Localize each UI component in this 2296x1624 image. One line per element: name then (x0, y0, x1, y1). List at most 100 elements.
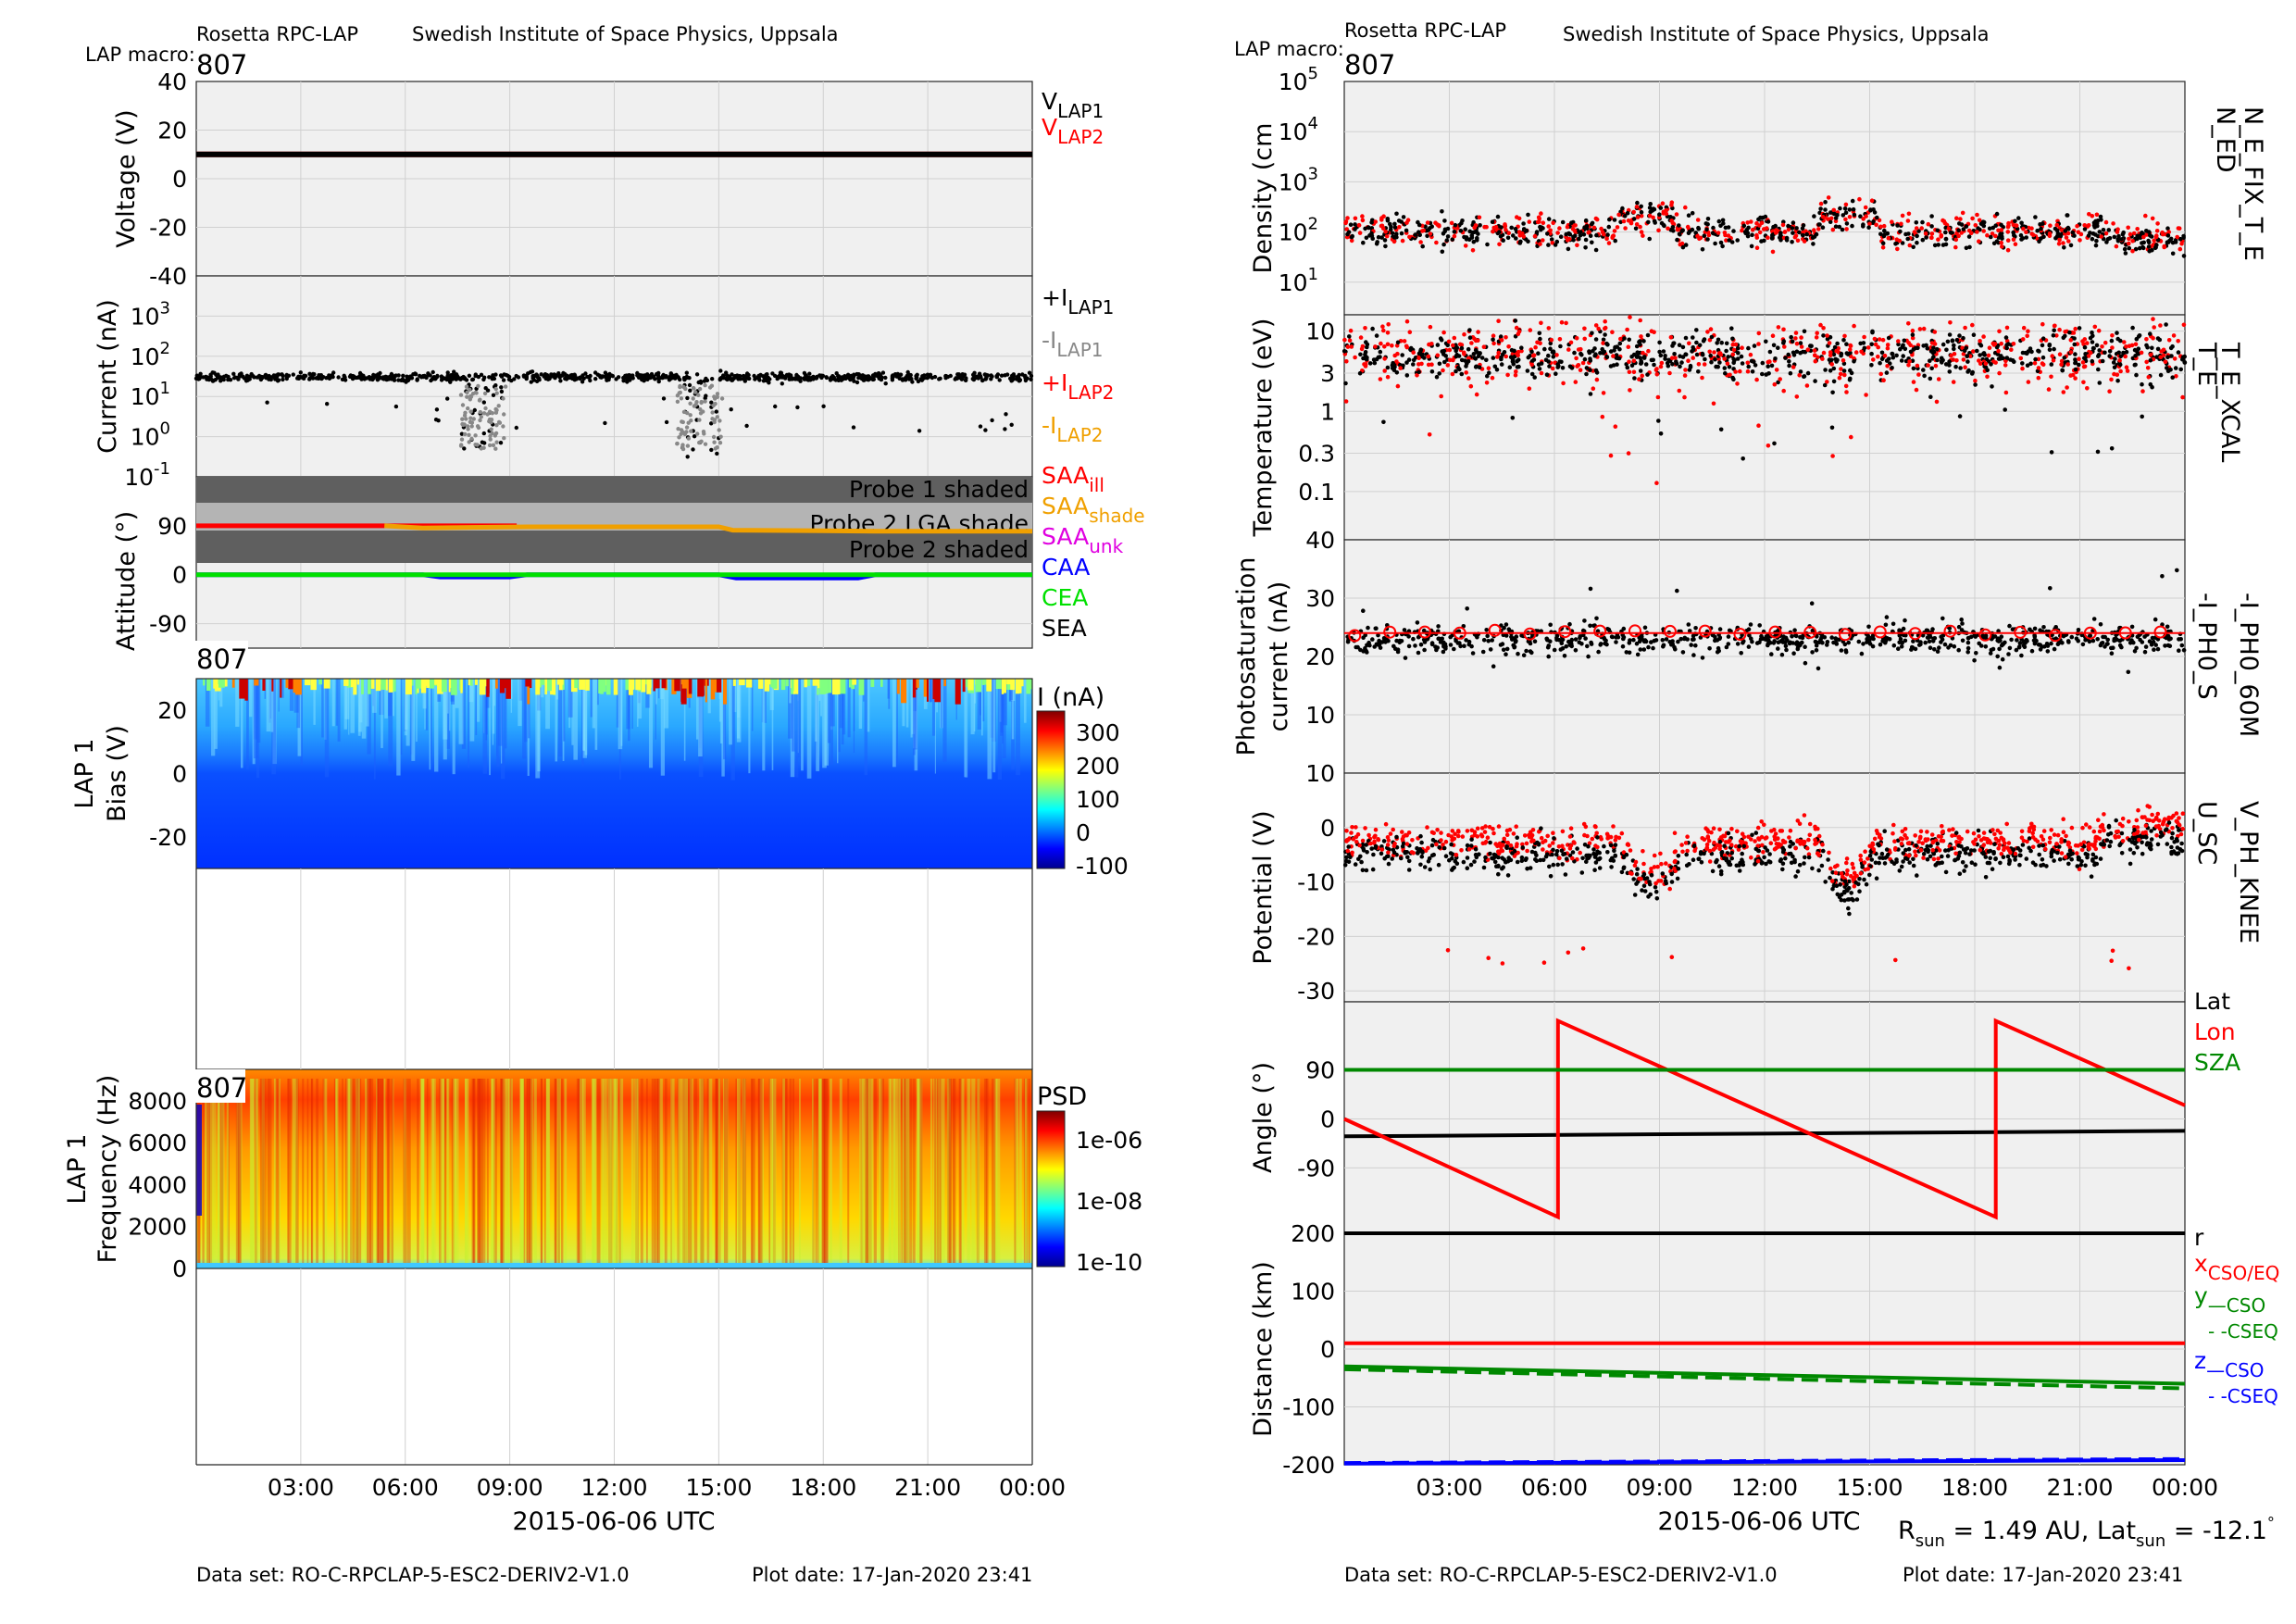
data-point (1658, 431, 1664, 436)
data-point (1656, 228, 1661, 233)
data-point (357, 370, 363, 376)
data-point (2005, 238, 2011, 244)
frequency-streak (901, 1079, 905, 1264)
data-point (1356, 222, 1362, 228)
frequency-streak (260, 1079, 264, 1264)
frequency-streak (348, 1079, 353, 1264)
frequency-streak (700, 1079, 705, 1264)
data-point (1869, 198, 1875, 203)
data-point (1861, 222, 1866, 227)
data-point (1776, 345, 1780, 351)
data-point (1802, 329, 1807, 334)
data-point (1771, 224, 1776, 230)
data-point (377, 374, 382, 380)
data-point (2150, 216, 2155, 221)
data-point (1653, 220, 1657, 225)
data-point (481, 411, 487, 416)
data-point (1798, 341, 1803, 345)
data-point (1985, 368, 1990, 373)
bias-hot-streak (469, 679, 473, 686)
data-point (1628, 315, 1632, 319)
data-point (1915, 363, 1920, 369)
bias-streak (365, 679, 369, 727)
data-point (1700, 375, 1704, 381)
frequency-streak (209, 1079, 214, 1264)
data-point (1899, 221, 1903, 227)
data-point (487, 409, 493, 414)
data-point (1680, 244, 1686, 250)
data-point (401, 373, 406, 378)
data-point (1999, 228, 2004, 232)
data-point (1411, 636, 1416, 642)
data-point (2092, 324, 2098, 330)
data-point (2095, 637, 2100, 642)
data-point (599, 375, 604, 380)
data-point (2003, 363, 2008, 368)
data-point (1527, 219, 1532, 224)
data-point (1876, 354, 1880, 359)
data-point (1578, 351, 1583, 356)
data-point (2107, 349, 2113, 354)
data-point (1490, 375, 1495, 381)
frequency-streak (255, 1079, 257, 1264)
data-point (1549, 237, 1554, 242)
data-point (1943, 236, 1949, 242)
data-point (1992, 350, 1998, 356)
data-point (1454, 345, 1460, 351)
bias-hot-streak (406, 679, 411, 686)
data-point (2181, 254, 2187, 258)
data-point (2118, 354, 2124, 359)
data-point (1596, 326, 1601, 331)
data-point (2052, 646, 2057, 652)
data-point (378, 370, 382, 376)
data-point (1834, 348, 1839, 354)
data-point (1528, 328, 1533, 332)
data-point (1973, 382, 1978, 387)
data-point (493, 431, 499, 436)
data-point (1937, 645, 1941, 650)
data-point (1928, 349, 1934, 354)
data-point (676, 427, 680, 431)
data-point (1569, 220, 1574, 225)
data-point (1606, 241, 1612, 245)
data-point (1707, 646, 1712, 651)
data-point (1691, 653, 1696, 657)
data-point (2130, 325, 2135, 331)
data-point (2155, 221, 2160, 226)
data-point (1667, 370, 1672, 376)
data-point (1447, 347, 1453, 353)
data-point (1514, 369, 1518, 374)
data-point (2129, 624, 2135, 630)
data-point (595, 372, 600, 377)
frequency-streak (442, 1079, 445, 1264)
data-point (1366, 625, 1370, 631)
data-point (1465, 606, 1469, 611)
data-point (1925, 346, 1930, 351)
data-point (2174, 374, 2178, 379)
data-point (1928, 376, 1933, 381)
data-point (2122, 246, 2128, 252)
data-point (1672, 352, 1677, 356)
data-point (2094, 238, 2099, 244)
photosat-y-label-2: current (nA) (1265, 581, 1293, 732)
data-point (2110, 345, 2115, 350)
data-point (1452, 646, 1456, 652)
data-point (1871, 219, 1876, 224)
bias-streak (990, 679, 994, 738)
data-point (277, 372, 281, 377)
data-point (530, 374, 535, 379)
frequency-streak (447, 1079, 450, 1264)
data-point (2168, 636, 2173, 642)
data-point (1651, 215, 1655, 220)
data-point (1828, 350, 1833, 355)
frequency-streak (350, 1079, 352, 1264)
frequency-streak (607, 1079, 612, 1264)
data-point (468, 387, 472, 392)
data-point (2075, 223, 2079, 229)
y-tick-label: 0 (172, 166, 187, 193)
bias-hot-streak (635, 679, 641, 691)
frequency-streak (866, 1079, 870, 1264)
temperature-y-label: Temperature (eV) (1249, 319, 1278, 538)
data-point (989, 377, 993, 381)
data-point (440, 375, 444, 381)
